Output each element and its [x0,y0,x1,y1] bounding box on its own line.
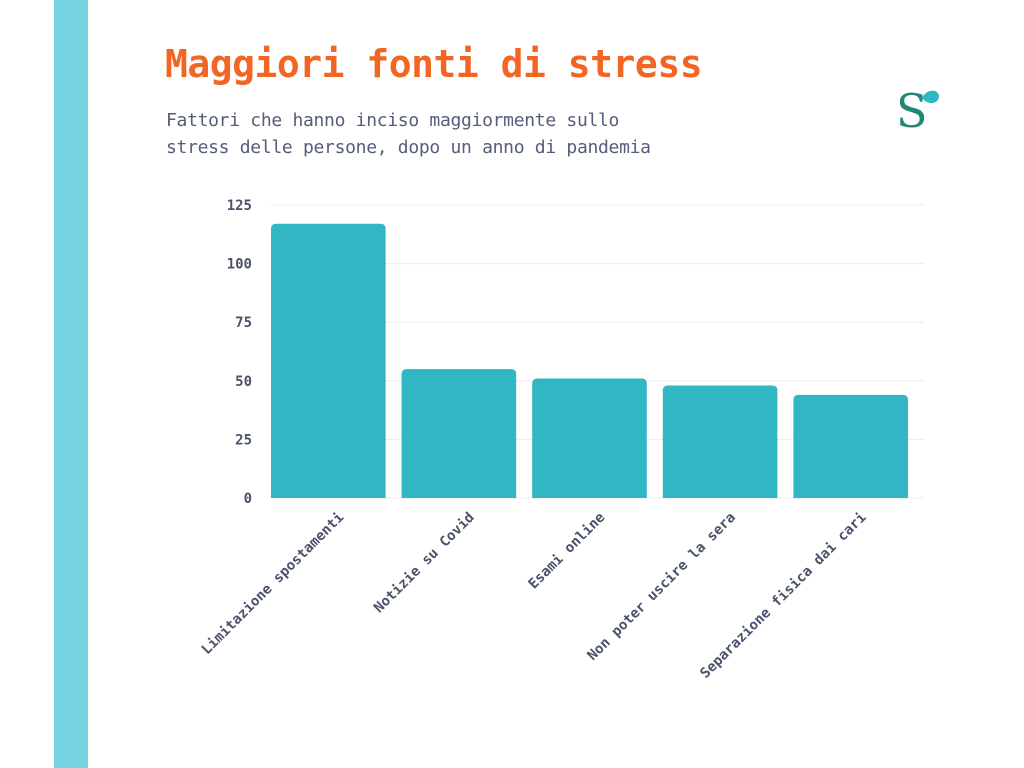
bar [271,223,386,498]
x-category-label: Limitazione spostamenti [199,510,347,658]
y-axis-ticks: 0 25 50 75 100 125 [227,198,252,507]
bar [401,369,517,498]
chart-subtitle: Fattori che hanno inciso maggiormente su… [166,107,651,161]
logo-letter: S [896,84,928,134]
subtitle-line-2: stress delle persone, dopo un anno di pa… [166,137,651,158]
logo-leaf [922,90,939,104]
bars [271,223,908,498]
y-tick-label: 0 [244,491,252,507]
x-axis-labels: Limitazione spostamenti Notizie su Covid E… [199,510,870,682]
y-tick-label: 125 [227,198,252,214]
y-tick-label: 50 [235,374,252,390]
y-tick-label: 25 [235,432,252,448]
x-category-label: Non poter uscire la sera [585,510,739,664]
x-category-label: Esami online [525,510,608,593]
bar [662,385,778,498]
y-tick-label: 75 [235,315,252,331]
bar [793,394,908,498]
bar [532,378,647,498]
chart-title: Maggiori fonti di stress [165,42,703,86]
x-category-label: Notizie su Covid [371,510,478,617]
y-tick-label: 100 [227,257,252,273]
subtitle-line-1: Fattori che hanno inciso maggiormente su… [166,110,620,131]
side-stripe [54,0,88,768]
s-leaf-logo-icon: S [896,84,939,134]
